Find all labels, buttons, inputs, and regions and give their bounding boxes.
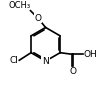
Text: OH: OH <box>83 50 97 59</box>
Text: Cl: Cl <box>10 56 19 65</box>
Text: O: O <box>69 67 76 76</box>
Text: N: N <box>42 57 49 66</box>
Text: OCH₃: OCH₃ <box>8 1 30 10</box>
Text: O: O <box>35 14 42 23</box>
